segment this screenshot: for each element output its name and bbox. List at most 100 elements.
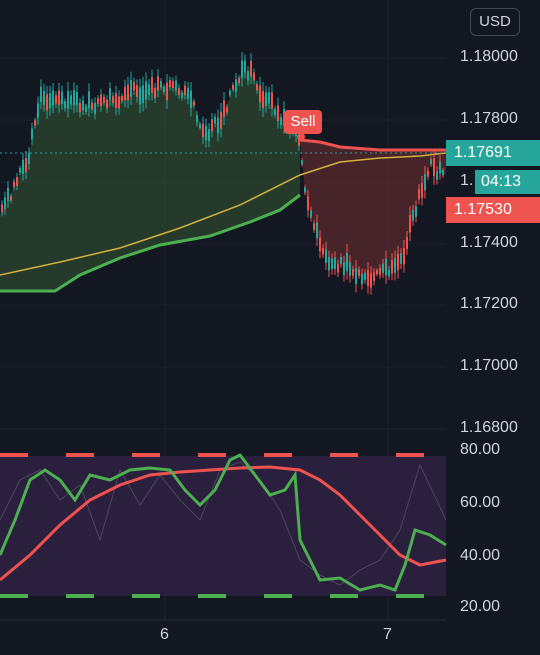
- candle-body: [193, 101, 195, 106]
- candle-body: [412, 210, 414, 221]
- candle-body: [274, 108, 276, 116]
- candle-body: [154, 88, 156, 99]
- bullish-zone-fill: [0, 70, 300, 291]
- candle-body: [73, 90, 75, 106]
- candle-body: [133, 81, 135, 91]
- candle-body: [403, 248, 405, 265]
- candle-body: [22, 159, 24, 174]
- candle-body: [199, 124, 201, 129]
- time-axis-label: 6: [160, 626, 169, 643]
- candle-body: [214, 116, 216, 124]
- candle-body: [361, 273, 363, 285]
- price-tick-label: 1.17400: [460, 234, 518, 251]
- candle-body: [16, 177, 18, 186]
- candle-body: [316, 222, 318, 239]
- candle-body: [271, 92, 273, 109]
- support-band-line: [0, 193, 301, 293]
- time-axis-label: 7: [383, 626, 392, 643]
- candle-body: [130, 79, 132, 97]
- candle-body: [310, 210, 312, 218]
- candle-body: [163, 86, 165, 92]
- candle-body: [319, 237, 321, 252]
- candle-body: [400, 253, 402, 264]
- candle-body: [103, 96, 105, 103]
- price-tick-label: 1.17000: [460, 357, 518, 374]
- last-price-tag: 1.17691: [446, 140, 540, 166]
- candle-body: [142, 85, 144, 103]
- candle-body: [307, 196, 309, 211]
- candle-body: [55, 95, 57, 104]
- candle-body: [349, 262, 351, 276]
- candle-body: [277, 105, 279, 121]
- candle-body: [343, 262, 345, 276]
- candle-body: [433, 158, 435, 176]
- candle-body: [373, 272, 375, 282]
- candle-body: [313, 223, 315, 230]
- oscillator-tick-label: 60.00: [460, 494, 501, 511]
- candle-body: [100, 94, 102, 107]
- candle-body: [244, 60, 246, 73]
- candle-body: [376, 270, 378, 275]
- price-tick-label: 1.18000: [460, 48, 518, 65]
- candle-body: [205, 125, 207, 141]
- candle-body: [262, 90, 264, 109]
- candle-body: [424, 174, 426, 191]
- candle-body: [250, 60, 252, 77]
- candle-body: [346, 252, 348, 271]
- candle-body: [364, 273, 366, 281]
- candle-body: [76, 91, 78, 106]
- candle-body: [37, 103, 39, 118]
- candle-body: [196, 114, 198, 123]
- oscillator-signal-line: [0, 465, 447, 582]
- candle-body: [436, 170, 438, 180]
- candle-body: [337, 264, 339, 273]
- candle-body: [169, 80, 171, 87]
- candle-body: [265, 92, 267, 106]
- candle-body: [67, 90, 69, 109]
- candle-body: [397, 253, 399, 271]
- candle-body: [157, 76, 159, 91]
- candle-body: [256, 83, 258, 91]
- candle-body: [208, 129, 210, 142]
- candle-body: [139, 87, 141, 105]
- candle-body: [211, 119, 213, 132]
- candle-body: [331, 258, 333, 270]
- candle-body: [235, 79, 237, 92]
- oscillator-main-line: [0, 453, 447, 592]
- candle-body: [34, 120, 36, 126]
- candle-body: [43, 90, 45, 105]
- candle-body: [118, 96, 120, 109]
- candle-body: [61, 91, 63, 104]
- candle-body: [325, 249, 327, 263]
- candle-body: [340, 257, 342, 265]
- sell-signal-marker: [297, 133, 305, 141]
- candle-body: [370, 273, 372, 288]
- candle-body: [40, 86, 42, 102]
- candle-body: [64, 101, 66, 109]
- candle-body: [91, 102, 93, 110]
- moving-average-line: [0, 152, 447, 276]
- candle-body: [94, 102, 96, 114]
- candle-body: [1, 204, 3, 213]
- candle-body: [367, 270, 369, 286]
- candle-body: [28, 152, 30, 165]
- candle-body: [7, 187, 9, 202]
- candle-body: [160, 81, 162, 88]
- candle-body: [187, 87, 189, 99]
- sell-signal-badge[interactable]: Sell: [284, 110, 322, 134]
- candle-body: [31, 128, 33, 140]
- candle-body: [391, 260, 393, 274]
- candle-body: [4, 197, 6, 210]
- bearish-zone-fill: [300, 140, 446, 280]
- currency-button[interactable]: USD: [470, 8, 520, 36]
- price-partial-label: 1.: [460, 172, 474, 189]
- candle-body: [358, 269, 360, 276]
- candle-body: [280, 117, 282, 126]
- candle-body: [232, 84, 234, 90]
- candle-body: [97, 97, 99, 104]
- candle-body: [427, 170, 429, 177]
- candle-body: [49, 93, 51, 109]
- candle-body: [328, 257, 330, 271]
- candle-body: [259, 85, 261, 103]
